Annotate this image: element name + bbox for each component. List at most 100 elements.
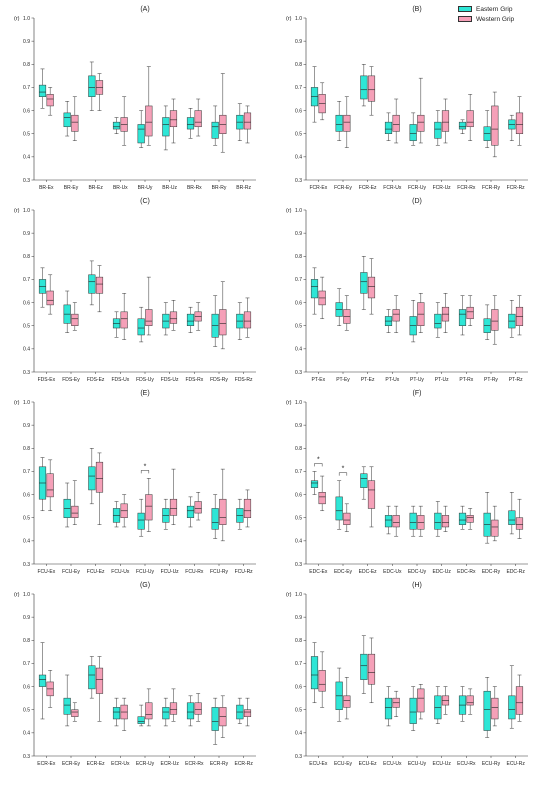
- x-tick-label: ECU-Rz: [506, 761, 525, 767]
- box-western: [392, 295, 400, 333]
- x-tick-label: ECU-Ez: [359, 761, 378, 767]
- box-western: [243, 489, 252, 528]
- x-tick-label: ECR-Uy: [136, 761, 155, 767]
- box-western: [145, 276, 153, 336]
- y-tick-label: 0.7: [295, 661, 302, 667]
- box-iqr: [169, 110, 178, 128]
- y-tick-label: 1.0: [23, 400, 30, 406]
- box-iqr: [137, 512, 145, 530]
- box-iqr: [318, 670, 326, 692]
- x-tick-label: FCU-Rz: [235, 569, 254, 575]
- x-tick-label: PT-Rz: [509, 377, 523, 383]
- box-eastern: [409, 112, 417, 146]
- box-western: [219, 695, 227, 738]
- y-tick-label: 0.4: [23, 539, 30, 545]
- box-iqr: [458, 309, 467, 326]
- x-tick-label: EDC-Ey: [334, 569, 353, 575]
- y-tick-label: 0.6: [23, 492, 30, 498]
- y-tick-label: 0.5: [295, 132, 302, 138]
- box-iqr: [441, 110, 450, 132]
- box-western: [441, 505, 450, 532]
- box-iqr: [508, 510, 516, 525]
- box-iqr: [335, 114, 343, 132]
- y-axis-label: (r): [286, 208, 292, 214]
- x-tick-label: ECR-Ey: [62, 761, 81, 767]
- box-iqr: [169, 311, 178, 324]
- box-iqr: [38, 84, 47, 97]
- y-tick-label: 0.7: [23, 85, 30, 91]
- x-tick-label: BR-Ry: [212, 185, 227, 191]
- legend-label-eastern: Eastern Grip: [476, 5, 513, 13]
- y-tick-label: 0.5: [295, 516, 302, 522]
- box-eastern: [137, 704, 145, 727]
- y-tick-label: 0.8: [295, 254, 302, 260]
- chart-title: (B): [412, 6, 421, 13]
- box-western: [71, 96, 79, 141]
- x-tick-label: FDS-Ex: [38, 377, 56, 383]
- x-tick-label: FCU-Ex: [37, 569, 55, 575]
- x-tick-label: ECU-Ey: [334, 761, 353, 767]
- box-eastern: [335, 667, 343, 722]
- box-iqr: [162, 707, 170, 720]
- box-iqr: [466, 695, 474, 706]
- box-eastern: [434, 501, 442, 537]
- chart-title: (A): [140, 6, 149, 13]
- x-tick-label: FCR-Uy: [408, 185, 427, 191]
- box-eastern: [409, 300, 417, 343]
- chart-title: (H): [412, 582, 422, 589]
- box-western: [491, 505, 499, 542]
- box-eastern: [88, 61, 96, 111]
- box-iqr: [169, 702, 178, 715]
- box-iqr: [367, 276, 376, 299]
- box-iqr: [384, 697, 393, 720]
- box-western: [491, 295, 499, 345]
- box-eastern: [508, 300, 516, 338]
- box-iqr: [310, 656, 319, 690]
- box-eastern: [186, 695, 195, 727]
- box-eastern: [162, 697, 170, 727]
- box-iqr: [120, 311, 128, 329]
- y-tick-label: 0.7: [23, 661, 30, 667]
- y-axis-label: (r): [286, 592, 292, 598]
- box-western: [318, 82, 326, 121]
- box-eastern: [360, 256, 368, 310]
- chart-panel-2: (C) (r) 0.3 0.4 0.5 0.6 0.7 0.8 0.9 1.0 FDS-Ex FDS-…: [14, 198, 256, 383]
- box-eastern: [458, 686, 467, 722]
- x-tick-label: FCU-Uy: [136, 569, 155, 575]
- box-iqr: [211, 508, 219, 530]
- box-eastern: [384, 686, 393, 727]
- x-tick-label: FDS-Uz: [161, 377, 179, 383]
- box-iqr: [95, 667, 104, 694]
- box-eastern: [483, 110, 491, 148]
- box-eastern: [211, 697, 219, 745]
- box-eastern: [211, 494, 219, 539]
- x-tick-label: ECR-Ux: [111, 761, 130, 767]
- y-tick-label: 0.6: [295, 300, 302, 306]
- significance-star: *: [144, 463, 147, 470]
- box-iqr: [46, 290, 54, 306]
- significance-bracket: [314, 463, 323, 467]
- chart-panel-1: (B) (r) 0.3 0.4 0.5 0.6 0.7 0.8 0.9 1.0 FCR-Ex FCR-…: [286, 6, 528, 191]
- box-eastern: [384, 309, 393, 333]
- box-iqr: [145, 309, 153, 326]
- box-iqr: [162, 117, 170, 137]
- box-iqr: [71, 709, 79, 717]
- box-iqr: [434, 313, 442, 329]
- box-eastern: [310, 267, 319, 315]
- legend: Eastern Grip Western Grip: [458, 4, 514, 24]
- y-tick-label: 0.6: [23, 300, 30, 306]
- x-tick-label: FCR-Rz: [507, 185, 526, 191]
- box-eastern: [335, 480, 343, 530]
- x-tick-label: PT-Ry: [484, 377, 498, 383]
- box-western: [219, 73, 227, 153]
- box-western: [194, 98, 202, 137]
- y-tick-label: 0.4: [23, 347, 30, 353]
- box-western: [515, 96, 524, 146]
- box-iqr: [343, 114, 351, 132]
- box-eastern: [38, 267, 47, 308]
- box-eastern: [236, 697, 244, 724]
- box-iqr: [392, 515, 400, 528]
- box-western: [145, 688, 153, 727]
- box-eastern: [88, 656, 96, 699]
- box-eastern: [458, 505, 467, 530]
